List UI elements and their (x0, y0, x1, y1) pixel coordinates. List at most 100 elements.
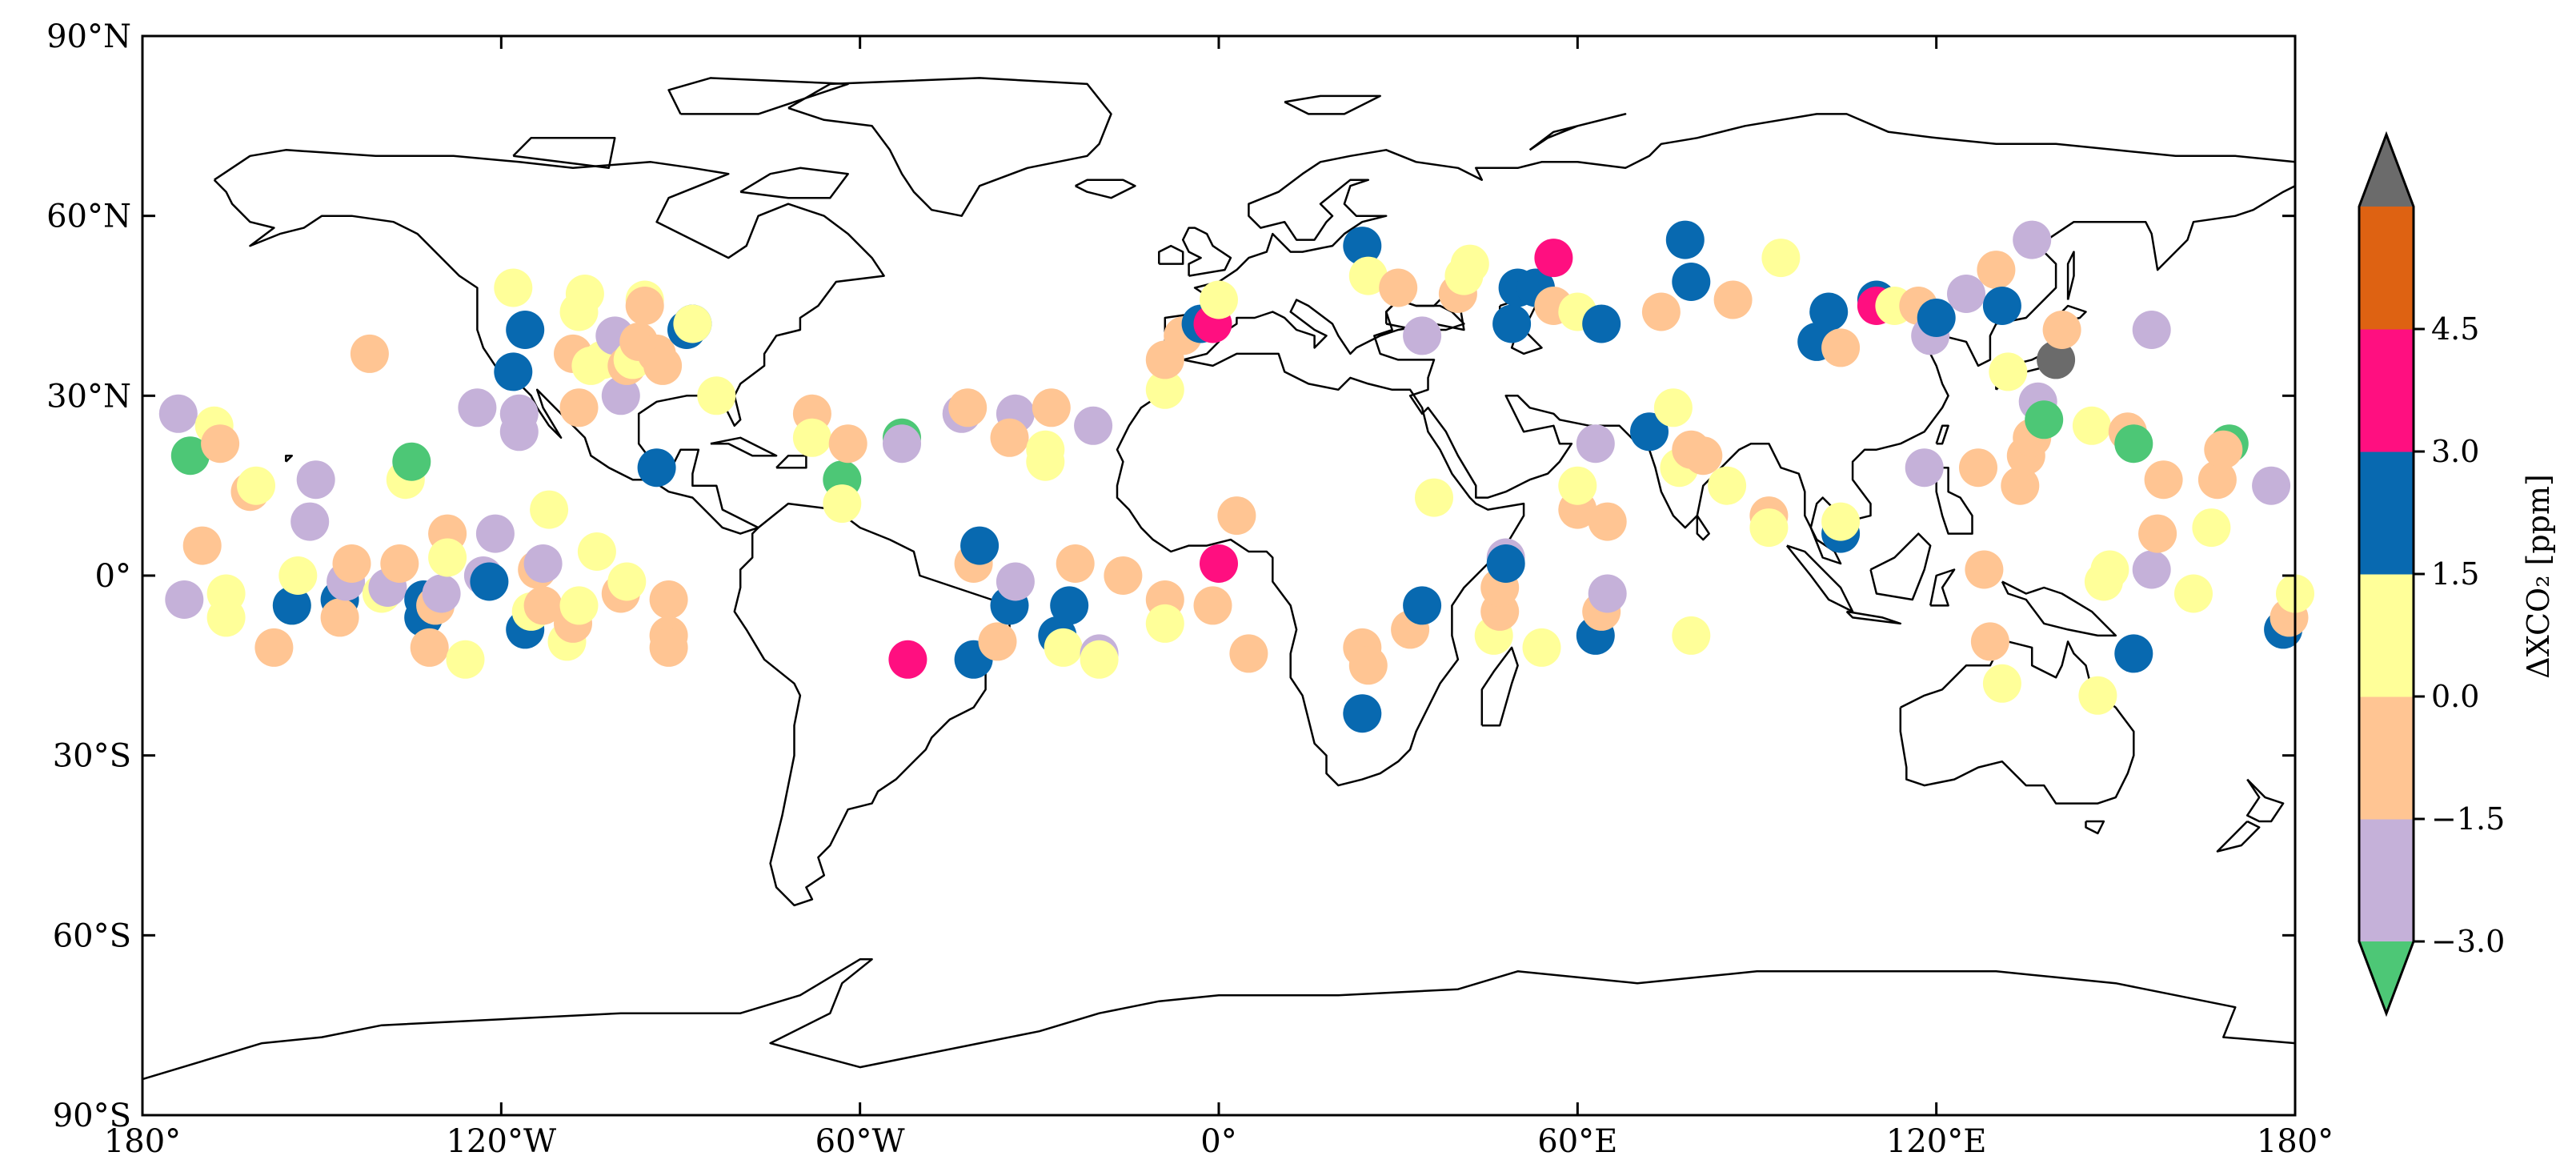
colorbar-segment (2359, 819, 2414, 942)
colorbar: 4.5 3.0 1.5 0.0 −1.5 −3.0 (2358, 130, 2505, 1017)
data-point (272, 586, 311, 625)
data-point (1989, 352, 2028, 391)
x-tick-label: 120°E (1886, 1123, 1987, 1160)
data-point (948, 388, 988, 427)
colorbar-label: ΔXCO₂ [ppm] (2521, 474, 2556, 679)
x-axis: 180° 120°W 60°W 0° 60°E 120°E 180° (104, 36, 2334, 1160)
data-point (1982, 287, 2021, 325)
colorbar-segment (2359, 696, 2414, 820)
data-point (1684, 436, 1723, 476)
colorbar-extend-top (2359, 134, 2414, 207)
coast-new-zealand-south (2216, 820, 2261, 853)
data-point (1917, 299, 1956, 337)
data-point (1522, 628, 1561, 667)
data-point (601, 376, 640, 415)
data-point (1403, 586, 1442, 625)
data-point (2144, 460, 2183, 500)
data-point (1080, 640, 1119, 679)
data-point (1672, 616, 1711, 655)
data-point (2197, 460, 2237, 500)
coast-sri-lanka (1696, 515, 1710, 541)
data-point (158, 394, 198, 433)
coast-british-isles (1181, 227, 1232, 277)
data-point (1379, 268, 1418, 307)
colorbar-segment (2359, 329, 2414, 452)
coast-eurasia-africa (1164, 113, 2297, 565)
data-point (1672, 263, 1711, 301)
data-point (446, 640, 485, 679)
data-point (673, 304, 712, 343)
data-point (577, 532, 616, 571)
data-point (1415, 478, 1453, 517)
data-point (254, 628, 294, 667)
x-tick-label: 120°W (447, 1123, 556, 1160)
data-point (206, 598, 246, 637)
data-point (565, 275, 604, 313)
data-point (559, 586, 599, 625)
coast-new-zealand (2245, 778, 2285, 823)
data-point (643, 346, 683, 385)
x-tick-label: 60°W (815, 1123, 905, 1160)
data-point (625, 287, 664, 325)
data-point (165, 580, 204, 619)
data-point (470, 562, 509, 601)
data-point (649, 580, 688, 619)
data-point (1200, 280, 1238, 319)
data-point (290, 502, 330, 541)
data-point (1050, 586, 1089, 625)
coast-antarctica (142, 958, 2296, 1081)
data-point (1665, 220, 1705, 259)
data-point (201, 424, 240, 464)
data-point (1348, 256, 1388, 295)
coast-victoria-island (512, 137, 616, 170)
data-point (1492, 304, 1532, 343)
coast-north-america (213, 149, 885, 535)
coast-madagascar (1480, 646, 1519, 727)
data-point (2001, 466, 2040, 505)
data-point (2025, 400, 2064, 440)
coast-south-america (733, 502, 1011, 907)
colorbar-extend-bottom (2359, 941, 2414, 1013)
colorbar-tick-label: 0.0 (2431, 679, 2479, 714)
coast-africa (1116, 352, 1525, 787)
data-point (1403, 316, 1442, 355)
data-point (1588, 574, 1627, 613)
data-point (1104, 556, 1143, 595)
data-point (2132, 311, 2171, 349)
data-point (350, 334, 389, 373)
data-point (332, 544, 371, 583)
data-point (1749, 508, 1789, 548)
x-tick-label: 180° (104, 1123, 181, 1160)
data-point (1947, 275, 1985, 313)
data-point (888, 640, 927, 679)
coast-cuba (710, 436, 778, 457)
data-point (2042, 311, 2081, 349)
data-point (996, 562, 1035, 601)
data-point (1588, 502, 1627, 541)
data-point (1713, 280, 1753, 319)
coast-greenland (787, 77, 1112, 217)
colorbar-tick-label: 4.5 (2431, 311, 2479, 347)
data-point (2192, 508, 2231, 548)
data-point (1576, 424, 1615, 464)
data-point (1056, 544, 1095, 583)
y-tick-label: 90°N (46, 18, 131, 55)
data-point (392, 442, 431, 481)
data-point (1044, 628, 1083, 667)
data-point (494, 268, 533, 307)
data-point (1145, 604, 1184, 643)
coast-new-guinea (2001, 580, 2117, 637)
coast-iceland (1075, 179, 1136, 199)
data-point (1217, 496, 1256, 536)
coast-philippines (1935, 466, 1973, 535)
coast-hawaii (285, 454, 294, 463)
data-points (158, 220, 2314, 733)
data-point (1343, 227, 1382, 266)
data-point (1905, 448, 1944, 488)
data-point (296, 460, 335, 500)
data-point (506, 311, 545, 349)
data-point (278, 556, 318, 595)
data-point (1982, 664, 2021, 703)
coast-svalbard (1284, 94, 1381, 115)
